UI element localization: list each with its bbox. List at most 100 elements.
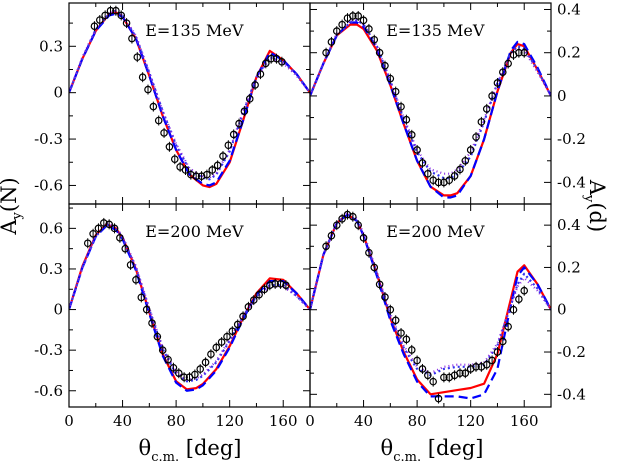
xlabel-right-main: θ	[381, 436, 394, 460]
y-tick-label: 0.2	[557, 44, 581, 62]
data-point	[386, 305, 395, 314]
data-point	[160, 129, 168, 137]
data-point	[407, 346, 416, 354]
data-point	[180, 373, 188, 382]
data-point	[106, 6, 115, 15]
data-point	[504, 322, 512, 331]
data-point	[498, 68, 507, 76]
data-point	[338, 20, 346, 29]
data-point	[434, 394, 443, 403]
data-point	[461, 156, 470, 165]
panel-annotation: E=200 MeV	[145, 222, 244, 241]
series-dashed-blue	[69, 224, 310, 392]
data-point	[424, 371, 432, 380]
data-point	[391, 87, 400, 96]
data-point	[245, 95, 254, 103]
data-point	[217, 338, 226, 346]
y-tick-label: -0.2	[557, 130, 586, 148]
data-point	[191, 370, 199, 379]
data-point	[94, 224, 103, 233]
data-point	[266, 281, 274, 290]
y-tick-label: -0.3	[34, 341, 63, 359]
data-point	[450, 172, 459, 180]
data-point	[370, 35, 379, 44]
x-tick-label: 80	[408, 412, 427, 430]
data-point	[472, 133, 480, 141]
data-point	[149, 102, 158, 111]
data-point	[418, 365, 427, 373]
data-point	[203, 170, 211, 179]
data-point	[498, 337, 507, 346]
data-point	[133, 53, 142, 61]
y-tick-label: -0.6	[34, 176, 63, 194]
xlabel-left-suffix: [deg]	[179, 436, 241, 460]
x-tick-label: 120	[215, 412, 244, 430]
data-point	[260, 285, 269, 294]
x-tick-label: 40	[354, 412, 373, 430]
data-point	[282, 281, 290, 290]
y-tick-label: 0	[53, 301, 63, 319]
y-tick-label: 0.4	[557, 0, 581, 18]
x-axis-label-left: θc.m. [deg]	[139, 436, 242, 465]
data-point	[429, 377, 437, 386]
data-point	[126, 261, 135, 269]
data-point	[137, 293, 146, 302]
data-point	[181, 166, 190, 174]
panel-data-points	[83, 217, 290, 383]
x-axis-label-right: θc.m. [deg]	[381, 436, 484, 465]
x-tick-label: 120	[456, 412, 485, 430]
xlabel-right-suffix: [deg]	[421, 436, 483, 460]
data-point	[482, 360, 491, 369]
data-point	[504, 59, 512, 68]
data-point	[402, 335, 411, 344]
x-tick-label: 80	[167, 412, 186, 430]
data-point	[359, 234, 368, 242]
data-point	[493, 348, 502, 356]
data-point	[327, 231, 336, 240]
data-point	[520, 286, 529, 295]
data-point	[365, 248, 373, 257]
data-point	[83, 239, 92, 248]
data-point	[349, 212, 357, 221]
y-tick-label: 0.2	[557, 258, 581, 276]
panel-frame	[309, 203, 552, 408]
data-point	[381, 61, 389, 70]
data-point	[488, 92, 496, 100]
data-point	[354, 12, 363, 20]
panels-group: 0.3 0 -0.3 -0.6 E=135 MeV 0.4 0.2 0 -0.2 -0.4 E=13…	[34, 0, 586, 430]
data-point	[255, 290, 263, 299]
data-point	[509, 305, 518, 314]
left-ylabel-main: A	[0, 219, 21, 236]
series-dotted-violet	[69, 9, 310, 179]
data-point	[472, 363, 480, 371]
data-point	[262, 59, 270, 68]
x-tick-label: 40	[113, 412, 132, 430]
data-point	[201, 358, 210, 367]
data-point	[235, 119, 243, 128]
data-point	[154, 116, 163, 125]
panel-data-points	[322, 10, 529, 188]
data-point	[116, 234, 124, 242]
left-ylabel-suffix: (N)	[0, 177, 21, 212]
panel-nucleon-135: 0.3 0 -0.3 -0.6 E=135 MeV	[34, 2, 311, 205]
data-point	[89, 229, 97, 238]
data-point	[174, 369, 183, 377]
data-point	[132, 275, 140, 284]
data-point	[138, 73, 147, 82]
data-point	[223, 332, 231, 341]
data-point	[322, 242, 330, 251]
data-point	[267, 54, 275, 63]
data-point	[349, 12, 357, 20]
data-point	[402, 115, 411, 124]
y-tick-label: 0	[53, 84, 63, 102]
y-tick-label: 0	[557, 87, 567, 105]
data-point	[207, 350, 215, 359]
y-tick-label: 0.3	[39, 260, 63, 278]
data-point	[228, 327, 237, 336]
data-point	[271, 280, 279, 288]
data-point	[121, 244, 130, 253]
panel-annotation: E=135 MeV	[386, 21, 485, 40]
series-solid-red	[69, 223, 310, 391]
data-point	[322, 48, 330, 57]
